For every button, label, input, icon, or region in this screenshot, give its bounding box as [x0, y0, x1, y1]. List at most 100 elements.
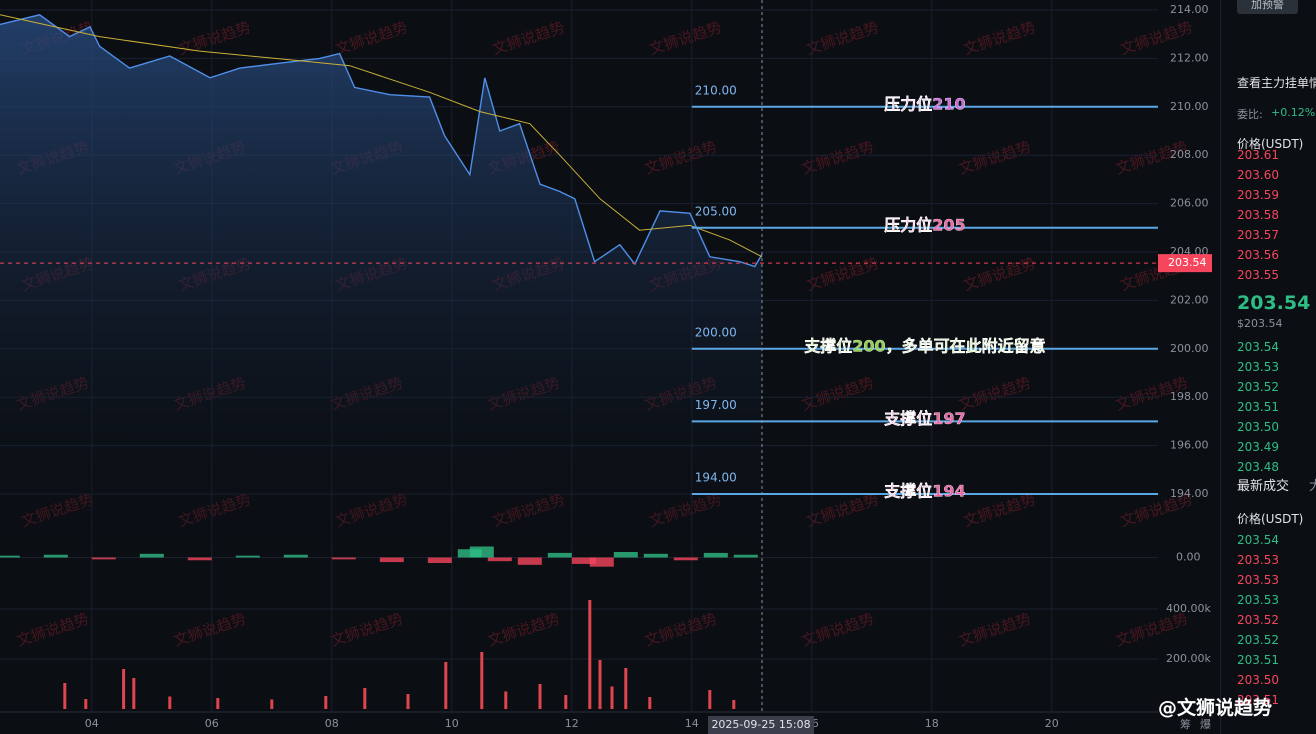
level-label: 197.00 — [695, 398, 737, 412]
main-orders-link[interactable]: 查看主力挂单情 — [1237, 76, 1316, 90]
watermark: 文狮说趋势 — [490, 18, 567, 58]
alert-button[interactable]: 加预警 — [1237, 0, 1298, 14]
volume-bar — [564, 695, 568, 709]
volume-tick-label: 400.00k — [1166, 602, 1211, 615]
ask-price: 203.61 — [1237, 148, 1279, 162]
level-annotation: 支撑位197 — [883, 409, 965, 428]
x-tick-label: 20 — [1045, 717, 1059, 730]
y-tick-label: 208.00 — [1170, 148, 1209, 161]
osc-bar — [469, 546, 494, 558]
watermark: 文狮说趋势 — [485, 610, 562, 650]
watermark: 文狮说趋势 — [961, 490, 1038, 530]
volume-bar — [598, 660, 602, 709]
watermark: 文狮说趋势 — [642, 138, 719, 178]
ratio: +0.12% — [1271, 106, 1316, 119]
x-tick-label: 06 — [205, 717, 219, 730]
y-tick-label: 212.00 — [1170, 51, 1209, 64]
trades-header: 价格(USDT) — [1237, 512, 1304, 526]
volume-bar — [588, 600, 592, 709]
watermark: 文狮说趋势 — [956, 610, 1033, 650]
ask-price: 203.58 — [1237, 208, 1279, 222]
osc-bar — [613, 552, 638, 558]
ask-price: 203.60 — [1237, 168, 1279, 182]
watermark: 文狮说趋势 — [328, 610, 405, 650]
y-tick-label: 194.00 — [1170, 487, 1209, 500]
osc-bar — [187, 557, 212, 561]
osc-bar — [733, 554, 758, 558]
trades-tab[interactable]: 大 — [1309, 475, 1316, 494]
last-usd: $203.54 — [1237, 317, 1283, 330]
level-label: 200.00 — [695, 325, 737, 339]
ma-line — [0, 14, 763, 258]
volume-bar — [168, 696, 172, 709]
side-panel: 加预警查看主力挂单情 委比: +0.12% 价格(USDT) 203.61 203.60 2… — [1220, 0, 1316, 734]
watermark: 文狮说趋势 — [799, 374, 876, 414]
osc-bar — [673, 557, 698, 561]
trades-title: 最新成交 — [1237, 479, 1290, 494]
osc-bar — [235, 555, 260, 558]
volume-bar — [84, 699, 88, 709]
x-tick-label: 10 — [445, 717, 459, 730]
axis-bg — [1158, 0, 1218, 734]
watermark: 文狮说趋势 — [799, 138, 876, 178]
watermark: 文狮说趋势 — [961, 18, 1038, 58]
osc-bar — [379, 557, 404, 563]
y-tick-label: 214.00 — [1170, 3, 1209, 16]
price-line — [0, 14, 763, 268]
last-price: 203.54 — [1237, 292, 1311, 314]
trade-price: 203.52 — [1237, 633, 1279, 647]
trade-price: 203.53 — [1237, 573, 1279, 587]
volume-tick-label: 200.00k — [1166, 652, 1211, 665]
osc-bar — [703, 552, 728, 558]
volume-bar — [610, 686, 614, 709]
osc-tick-label: 0.00 — [1176, 551, 1201, 564]
watermark: 文狮说趋势 — [799, 610, 876, 650]
volume-bar — [480, 652, 484, 709]
x-tick-label: 12 — [565, 717, 579, 730]
watermark: 文狮说趋势 — [961, 254, 1038, 294]
trade-price: 203.54 — [1237, 533, 1279, 547]
volume-bar — [132, 678, 136, 709]
volume-bar — [538, 684, 542, 709]
y-tick-label: 198.00 — [1170, 390, 1209, 403]
brand: @文狮说趋势 — [1158, 697, 1273, 719]
watermark: 文狮说趋势 — [804, 490, 881, 530]
ratio-label: 委比: — [1237, 108, 1263, 121]
x-tick-label: 18 — [925, 717, 939, 730]
ask-price: 203.59 — [1237, 188, 1279, 202]
trade-price: 203.53 — [1237, 553, 1279, 567]
level-annotation: 压力位205 — [884, 215, 965, 234]
x-tick-label: 14 — [685, 717, 699, 730]
volume-bar — [624, 668, 628, 709]
ask-price: 203.56 — [1237, 248, 1279, 262]
volume-bar — [363, 688, 367, 709]
volume-bar — [708, 690, 712, 709]
watermark: 文狮说趋势 — [956, 138, 1033, 178]
volume-bar — [648, 697, 652, 709]
watermark: 文狮说趋势 — [642, 610, 719, 650]
volume-bar — [63, 683, 67, 709]
x-tick-label: 08 — [325, 717, 339, 730]
osc-bar — [91, 557, 116, 560]
watermark: 文狮说趋势 — [804, 18, 881, 58]
crosshair-tag — [708, 716, 814, 734]
watermark: 文狮说趋势 — [804, 254, 881, 294]
bid-price: 203.54 — [1237, 340, 1279, 354]
price-area — [0, 14, 762, 546]
last-price-label: 203.54 — [1168, 256, 1207, 269]
bid-price: 203.53 — [1237, 360, 1279, 374]
osc-bar — [331, 557, 356, 560]
level-annotation: 压力位210 — [884, 94, 965, 113]
osc-bar — [487, 557, 512, 562]
footer-icon: 爆 — [1200, 717, 1211, 731]
ask-price: 203.55 — [1237, 268, 1279, 282]
y-tick-label: 206.00 — [1170, 197, 1209, 210]
volume-bar — [216, 698, 220, 709]
last-price-tag — [1158, 254, 1212, 273]
level-label: 194.00 — [695, 471, 737, 485]
y-tick-label: 200.00 — [1170, 342, 1209, 355]
volume-bar — [504, 691, 508, 709]
y-tick-label: 202.00 — [1170, 293, 1209, 306]
osc-bar — [283, 554, 308, 558]
bid-price: 203.51 — [1237, 400, 1279, 414]
